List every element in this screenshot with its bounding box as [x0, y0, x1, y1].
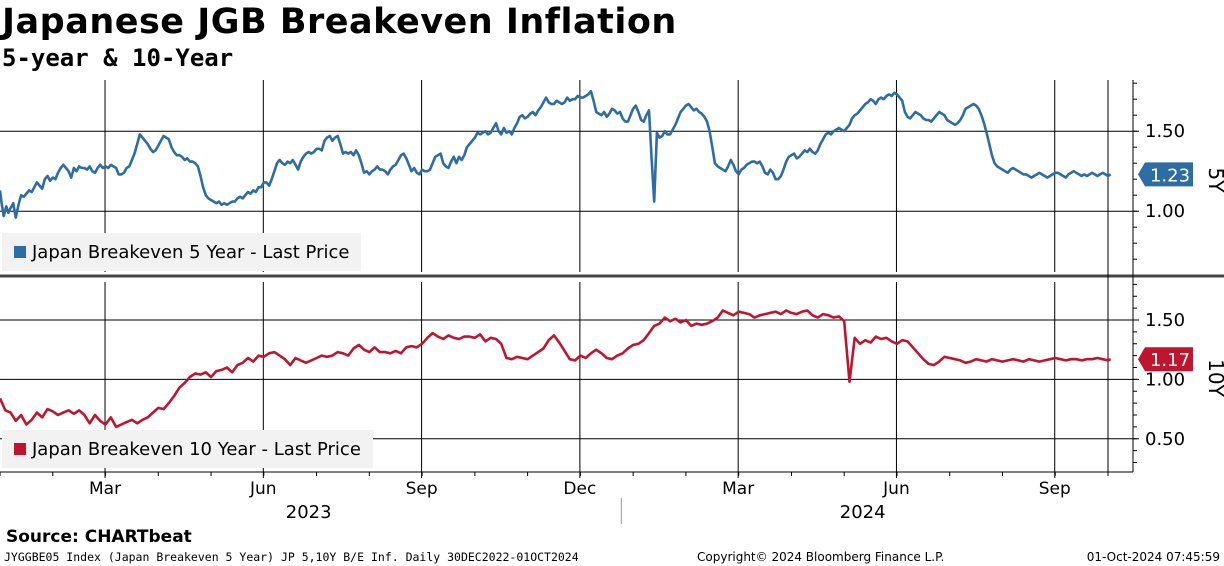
x-tick-label-2: Sep [406, 479, 438, 499]
legend-10y-swatch [14, 443, 26, 455]
series-line-10y [0, 309, 1112, 429]
chart-subtitle: 5-year & 10-Year [2, 44, 234, 72]
legend-10y: Japan Breakeven 10 Year - Last Price [2, 430, 373, 468]
x-tick-label-4: Mar [722, 479, 754, 499]
footer-index-info: JYGGBE05 Index (Japan Breakeven 5 Year) … [4, 550, 579, 564]
y-tick-label-1-1: 1.00 [1145, 369, 1185, 390]
last-price-label-5y: 1.23 [1150, 165, 1190, 186]
x-tick-label-3: Dec [563, 479, 596, 499]
x-tick-label-1: Jun [249, 479, 277, 499]
last-price-label-10y: 1.17 [1150, 350, 1190, 371]
legend-5y: Japan Breakeven 5 Year - Last Price [2, 233, 362, 271]
x-tick-label-0: Mar [89, 479, 121, 499]
x-year-label-0: 2023 [286, 502, 332, 523]
x-tick-label-5: Jun [882, 479, 910, 499]
legend-10y-label: Japan Breakeven 10 Year - Last Price [32, 438, 361, 460]
legend-5y-swatch [14, 246, 26, 258]
x-year-label-1: 2024 [840, 502, 886, 523]
series-line-5y [0, 89, 1112, 219]
source-note: Source: CHARTbeat [6, 527, 192, 547]
y-tick-label-1-2: 1.50 [1145, 310, 1185, 331]
footer-timestamp: 01-Oct-2024 07:45:59 [1086, 550, 1220, 564]
last-price-tag-10y [1138, 347, 1193, 372]
y-tick-label-0-0: 1.00 [1145, 201, 1185, 222]
chart-title: Japanese JGB Breakeven Inflation [2, 2, 677, 42]
axis-label-10y: 10Y [1204, 359, 1224, 397]
footer-copyright: Copyright© 2024 Bloomberg Finance L.P. [697, 550, 945, 564]
y-tick-label-0-1: 1.50 [1145, 121, 1185, 142]
y-tick-label-1-0: 0.50 [1145, 429, 1185, 450]
axis-label-5y: 5Y [1204, 168, 1224, 194]
last-price-tag-5y [1138, 162, 1193, 187]
x-tick-label-6: Sep [1039, 479, 1071, 499]
legend-5y-label: Japan Breakeven 5 Year - Last Price [32, 241, 350, 263]
